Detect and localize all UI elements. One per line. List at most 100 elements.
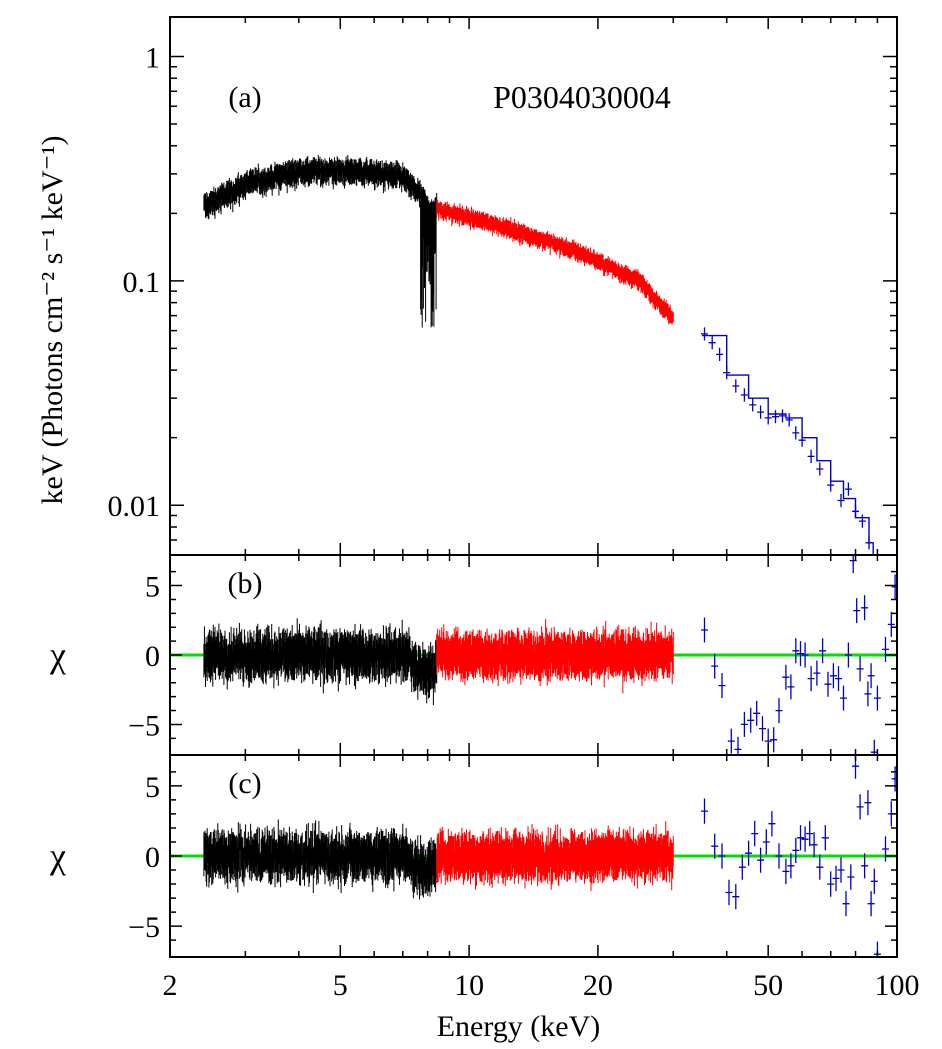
data-point [844, 482, 852, 496]
data-point [738, 854, 746, 880]
y-tick-label: 0 [145, 841, 160, 874]
data-point [785, 413, 793, 427]
series-c-1 [203, 819, 438, 900]
data-point [819, 638, 827, 664]
data-point [740, 711, 748, 737]
data-point [718, 673, 726, 699]
data-point [813, 660, 821, 686]
y-tick-label: −5 [128, 911, 160, 944]
y-tick-label: 0.01 [108, 490, 161, 523]
series-b-1 [203, 618, 438, 705]
data-point [757, 847, 765, 873]
x-tick-label: 5 [333, 969, 348, 1002]
x-ticks [169, 755, 898, 957]
series-b-2 [436, 619, 674, 694]
series-a-2 [436, 199, 674, 325]
y-tick-label: 0 [145, 640, 160, 673]
y-tick-label: 0.1 [123, 266, 161, 299]
data-point [701, 617, 708, 643]
data-point [753, 700, 761, 726]
y-tick-label: 1 [145, 42, 160, 75]
plot-area-b [170, 555, 897, 755]
residual-errorbars [203, 618, 438, 705]
data-point [861, 595, 869, 621]
data-point [821, 825, 829, 851]
data-point [870, 868, 878, 894]
data-point [864, 790, 872, 816]
data-point [873, 685, 881, 711]
data-point [891, 766, 897, 792]
data-point [816, 854, 824, 880]
data-point [847, 864, 855, 890]
data-point [827, 871, 835, 897]
y-tick-label: 5 [145, 571, 160, 604]
data-point [787, 674, 795, 700]
data-point [757, 405, 765, 419]
data-point [732, 379, 740, 393]
data-point [891, 574, 897, 600]
panel-label: (b) [228, 567, 263, 600]
data-point [837, 493, 845, 508]
data-point [716, 347, 724, 361]
data-point [797, 825, 804, 851]
y-ticks [170, 771, 897, 941]
data-point [882, 636, 889, 662]
data-point [858, 514, 866, 528]
data-point [801, 826, 809, 852]
data-point [779, 409, 786, 423]
data-point [745, 840, 753, 866]
residual-errorbars [436, 821, 674, 891]
data-point [725, 879, 733, 906]
x-tick-label: 20 [583, 969, 613, 1002]
data-point [844, 642, 852, 668]
data-point [824, 671, 832, 697]
data-point [740, 388, 748, 402]
data-point [829, 663, 837, 689]
plot-area-c [170, 755, 897, 957]
data-point [782, 858, 790, 885]
data-point [853, 598, 861, 624]
data-point [832, 865, 840, 892]
data-point [816, 462, 824, 476]
x-tick-label: 10 [454, 969, 484, 1002]
data-point [797, 641, 804, 667]
x-ticks [169, 17, 898, 555]
data-point [727, 728, 735, 754]
data-point [861, 853, 869, 879]
panel-label: (c) [228, 767, 261, 800]
chart-title: P0304030004 [493, 79, 671, 115]
x-tick-label: 100 [875, 969, 920, 1002]
data-point [887, 611, 895, 637]
x-tick-label: 50 [753, 969, 783, 1002]
y-axis-label: χ [49, 635, 66, 675]
data-point [701, 798, 708, 824]
y-ticks [170, 570, 897, 740]
x-ticks [169, 555, 898, 755]
data-errorbars [203, 155, 438, 328]
data-point [856, 656, 864, 682]
series-c-3 [701, 755, 897, 957]
data-point [772, 410, 779, 424]
data-point [751, 820, 759, 847]
x-axis-label: Energy (keV) [437, 1010, 601, 1043]
data-point [837, 857, 845, 883]
data-point [718, 843, 726, 869]
data-point [747, 707, 755, 733]
y-ticks [170, 55, 897, 541]
y-tick-label: 5 [145, 771, 160, 804]
data-point [768, 811, 776, 837]
panel-label: (a) [228, 81, 261, 114]
data-point [882, 836, 889, 862]
data-point [701, 327, 708, 341]
data-point [810, 832, 818, 858]
data-point [801, 642, 809, 668]
data-point [856, 794, 864, 820]
series-a-1 [203, 155, 438, 328]
data-point [842, 891, 850, 917]
data-point [792, 426, 800, 440]
data-point [787, 853, 795, 879]
data-point [835, 666, 842, 692]
series-a-3 [701, 327, 874, 555]
